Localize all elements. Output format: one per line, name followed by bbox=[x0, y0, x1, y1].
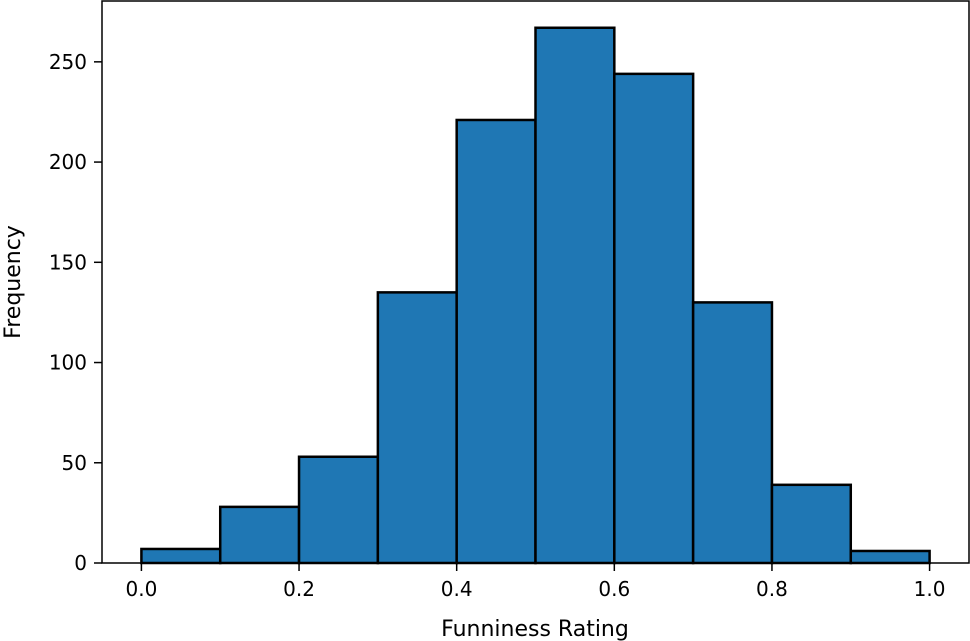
x-axis-title: Funniness Rating bbox=[441, 617, 629, 641]
y-axis-title: Frequency bbox=[1, 225, 26, 339]
x-tick-label: 0.0 bbox=[126, 577, 158, 601]
plot-frame bbox=[101, 0, 970, 564]
y-tick-label: 150 bbox=[49, 250, 87, 274]
histogram-bar-7 bbox=[691, 301, 774, 565]
x-axis-ticks: 0.0 0.2 0.4 0.6 0.8 1.0 bbox=[126, 563, 946, 601]
y-tick-label: 0 bbox=[74, 551, 87, 575]
histogram-bar-9 bbox=[849, 549, 931, 565]
bars-layer bbox=[140, 26, 931, 565]
y-tick-label: 100 bbox=[49, 351, 87, 375]
x-tick-label: 0.6 bbox=[598, 577, 630, 601]
x-tick-label: 0.4 bbox=[441, 577, 473, 601]
y-tick-label: 50 bbox=[62, 451, 87, 475]
y-axis-ticks: 0 50 100 150 200 250 bbox=[49, 50, 102, 575]
x-tick-label: 0.8 bbox=[756, 577, 788, 601]
x-tick-label: 0.2 bbox=[283, 577, 315, 601]
histogram-bar-2 bbox=[297, 455, 380, 565]
histogram-bar-1 bbox=[218, 505, 301, 565]
y-tick-label: 200 bbox=[49, 150, 87, 174]
histogram-bar-3 bbox=[376, 291, 458, 565]
histogram-bar-5 bbox=[534, 26, 616, 565]
x-tick-label: 1.0 bbox=[914, 577, 946, 601]
histogram-bar-0 bbox=[140, 547, 222, 565]
y-tick-label: 250 bbox=[49, 50, 87, 74]
histogram-bar-6 bbox=[613, 72, 695, 565]
histogram-bar-4 bbox=[455, 118, 537, 565]
histogram-bar-8 bbox=[770, 483, 853, 565]
